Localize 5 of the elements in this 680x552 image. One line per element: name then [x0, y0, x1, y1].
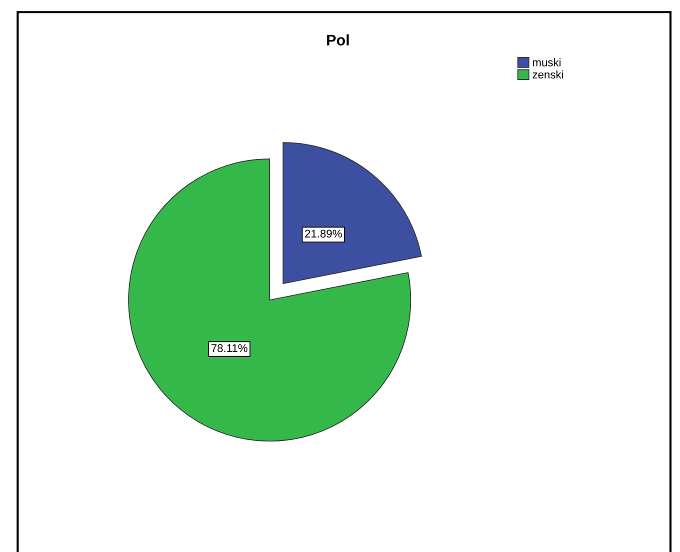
legend-label: zenski	[532, 70, 563, 79]
legend-label: muski	[532, 58, 560, 66]
data-label: 21.89%	[305, 230, 342, 238]
data-label: 78.11%	[211, 344, 248, 352]
chart-title: Pol	[327, 34, 349, 46]
